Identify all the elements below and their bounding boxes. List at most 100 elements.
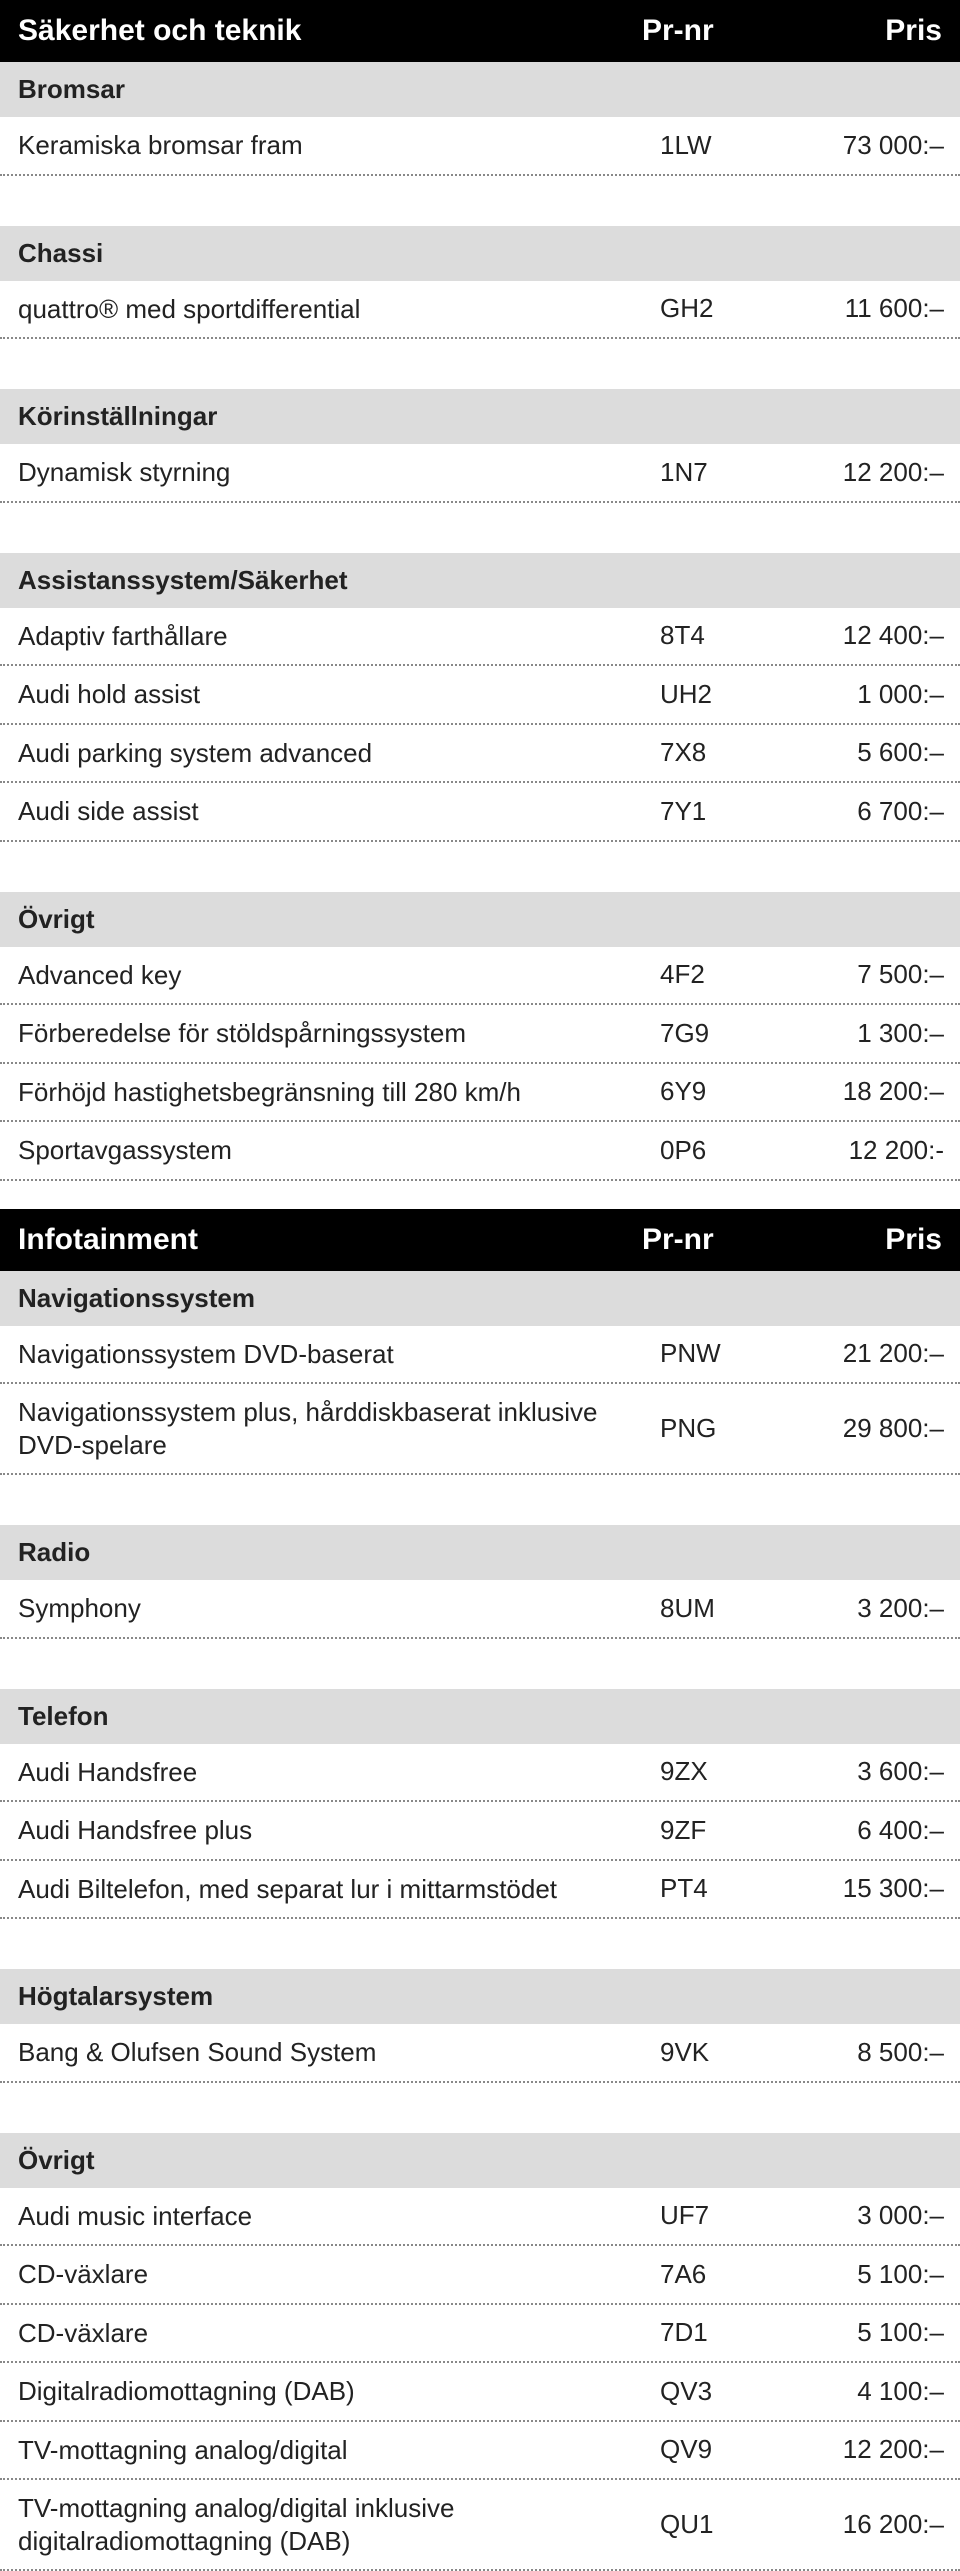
row-pr: 1N7 [660,457,800,488]
row-pr: 9ZX [660,1756,800,1787]
row-pris: 6 400:– [800,1815,960,1846]
row-pris: 4 100:– [800,2376,960,2407]
row-name: TV-mottagning analog/digital [18,2434,660,2467]
column-pr: Pr-nr [642,1223,782,1257]
row-name: CD-växlare [18,2258,660,2291]
row-name: TV-mottagning analog/digital inklusive d… [18,2492,660,2557]
gap [0,1639,960,1667]
row-pris: 12 200:- [800,1135,960,1166]
row-pr: QV3 [660,2376,800,2407]
row-pr: 8UM [660,1593,800,1624]
row-pris: 3 000:– [800,2200,960,2231]
table-row: Audi hold assist UH2 1 000:– [0,666,960,725]
table-row: Navigationssystem plus, hårddiskbaserat … [0,1384,960,1475]
subheader-bromsar: Bromsar [0,62,960,117]
row-pris: 18 200:– [800,1076,960,1107]
table-row: Förberedelse för stöldspårningssystem 7G… [0,1005,960,1064]
row-name: Bang & Olufsen Sound System [18,2036,660,2069]
table-row: Navigationssystem DVD-baserat PNW 21 200… [0,1326,960,1385]
row-pris: 12 200:– [800,2434,960,2465]
row-name: Audi side assist [18,795,660,828]
table-row: Audi music interface UF7 3 000:– [0,2188,960,2247]
row-pr: 6Y9 [660,1076,800,1107]
subheader-assistans: Assistanssystem/Säkerhet [0,553,960,608]
row-name: Förhöjd hastighetsbegränsning till 280 k… [18,1076,660,1109]
row-pr: PT4 [660,1873,800,1904]
table-row: Audi side assist 7Y1 6 700:– [0,783,960,842]
row-pr: 9ZF [660,1815,800,1846]
row-pris: 5 100:– [800,2259,960,2290]
row-name: Sportavgassystem [18,1134,660,1167]
subheader-ovrigt2: Övrigt [0,2133,960,2188]
gap [0,842,960,870]
gap [0,339,960,367]
table-row: Audi Handsfree plus 9ZF 6 400:– [0,1802,960,1861]
row-pris: 29 800:– [800,1413,960,1444]
row-pr: PNG [660,1413,800,1444]
table-row: CD-växlare 7D1 5 100:– [0,2305,960,2364]
table-row: TV-mottagning analog/digital QV9 12 200:… [0,2422,960,2481]
row-pris: 73 000:– [800,130,960,161]
gap [0,2083,960,2111]
row-pr: 1LW [660,130,800,161]
row-pr: 8T4 [660,620,800,651]
row-pr: UH2 [660,679,800,710]
row-pr: 4F2 [660,959,800,990]
row-name: Navigationssystem DVD-baserat [18,1338,660,1371]
row-name: Digitalradiomottagning (DAB) [18,2375,660,2408]
row-pr: PNW [660,1338,800,1369]
row-name: Adaptiv farthållare [18,620,660,653]
subheader-ovrigt: Övrigt [0,892,960,947]
row-name: quattro® med sportdifferential [18,293,660,326]
row-name: Advanced key [18,959,660,992]
row-pr: 7X8 [660,737,800,768]
table-row: Advanced key 4F2 7 500:– [0,947,960,1006]
subheader-telefon: Telefon [0,1689,960,1744]
row-pr: 7Y1 [660,796,800,827]
table-row: Digitalradiomottagning (DAB) QV3 4 100:– [0,2363,960,2422]
row-pris: 8 500:– [800,2037,960,2068]
row-name: Förberedelse för stöldspårningssystem [18,1017,660,1050]
row-name: Audi parking system advanced [18,737,660,770]
table-row: Audi Biltelefon, med separat lur i mitta… [0,1861,960,1920]
row-pris: 12 200:– [800,457,960,488]
gap [0,176,960,204]
row-pr: 7D1 [660,2317,800,2348]
column-pris: Pris [782,14,942,48]
gap [0,503,960,531]
row-pris: 21 200:– [800,1338,960,1369]
gap [0,1475,960,1503]
row-pris: 1 300:– [800,1018,960,1049]
row-pris: 3 200:– [800,1593,960,1624]
row-pr: 9VK [660,2037,800,2068]
row-name: Dynamisk styrning [18,456,660,489]
table-row: Adaptiv farthållare 8T4 12 400:– [0,608,960,667]
row-name: Audi Biltelefon, med separat lur i mitta… [18,1873,660,1906]
table-row: Keramiska bromsar fram 1LW 73 000:– [0,117,960,176]
row-pris: 7 500:– [800,959,960,990]
row-name: Keramiska bromsar fram [18,129,660,162]
row-pris: 16 200:– [800,2509,960,2540]
table-row: Sportavgassystem 0P6 12 200:- [0,1122,960,1181]
row-pr: QV9 [660,2434,800,2465]
table-row: Symphony 8UM 3 200:– [0,1580,960,1639]
table-row: Dynamisk styrning 1N7 12 200:– [0,444,960,503]
subheader-hogtalar: Högtalarsystem [0,1969,960,2024]
row-name: CD-växlare [18,2317,660,2350]
row-pris: 15 300:– [800,1873,960,1904]
subheader-korinstallningar: Körinställningar [0,389,960,444]
subheader-navigation: Navigationssystem [0,1271,960,1326]
column-pris: Pris [782,1223,942,1257]
subheader-chassi: Chassi [0,226,960,281]
row-pr: 7A6 [660,2259,800,2290]
row-pris: 3 600:– [800,1756,960,1787]
subheader-radio: Radio [0,1525,960,1580]
section-title: Säkerhet och teknik [18,14,642,48]
row-pris: 5 100:– [800,2317,960,2348]
table-row: Förhöjd hastighetsbegränsning till 280 k… [0,1064,960,1123]
row-pr: QU1 [660,2509,800,2540]
table-row: Audi parking system advanced 7X8 5 600:– [0,725,960,784]
row-pris: 6 700:– [800,796,960,827]
row-name: Audi music interface [18,2200,660,2233]
row-pr: UF7 [660,2200,800,2231]
